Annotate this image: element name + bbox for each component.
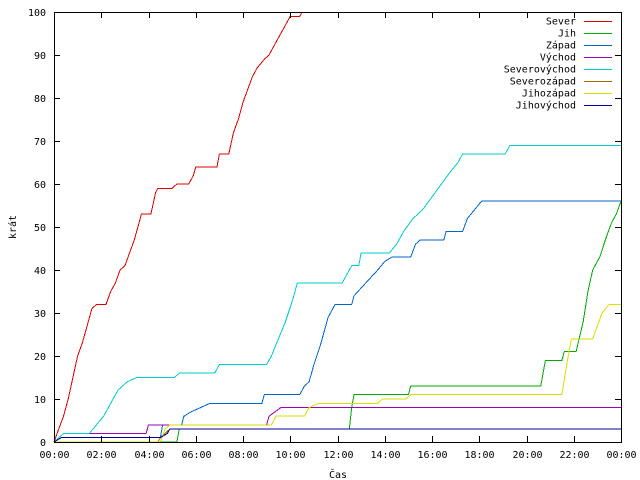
legend-label: Severovýchod	[504, 64, 576, 76]
x-axis-label: Čas	[329, 468, 347, 480]
legend: SeverJihZápadVýchodSeverovýchodSeverozáp…	[504, 17, 612, 112]
y-tick-label: 70	[34, 137, 46, 148]
series-line-8	[53, 428, 621, 443]
x-tick-label: 20:00	[512, 450, 542, 461]
legend-label: Sever	[546, 17, 576, 28]
series-line-4	[53, 407, 621, 443]
y-tick-label: 0	[40, 438, 46, 449]
x-tick-label: 02:00	[86, 450, 116, 461]
y-tick-label: 40	[34, 266, 46, 277]
series-line-6	[54, 428, 621, 443]
y-tick-label: 20	[34, 352, 46, 363]
x-tick-label: 00:00	[39, 450, 69, 461]
x-tick-label: 04:00	[134, 450, 164, 461]
series-line-5	[53, 144, 621, 443]
y-axis-label: krát	[7, 215, 19, 239]
y-tick-label: 90	[34, 51, 46, 62]
x-tick-label: 06:00	[181, 450, 211, 461]
y-tick-label: 30	[34, 309, 46, 320]
series-line-3	[53, 200, 621, 443]
legend-label: Východ	[540, 52, 576, 64]
series-line-2	[54, 201, 622, 443]
legend-label: Severozápad	[510, 76, 576, 88]
y-tick-label: 50	[34, 223, 46, 234]
legend-label: Západ	[546, 40, 576, 52]
legend-label: Jihovýchod	[516, 100, 576, 112]
x-tick-label: 18:00	[464, 450, 494, 461]
ticks-layer: 0 10 20 30 40 50 60 70 80 90 100 00:00 02:00 04:00 06:…	[28, 8, 637, 461]
legend-label: Jih	[558, 29, 576, 40]
series-line-1	[53, 11, 303, 443]
x-tick-label: 08:00	[228, 450, 258, 461]
x-tick-label: 00:00	[606, 450, 636, 461]
x-tick-label: 12:00	[323, 450, 353, 461]
y-tick-label: 80	[34, 94, 46, 105]
y-tick-label: 60	[34, 180, 46, 191]
series-line-7	[54, 303, 621, 443]
x-tick-label: 10:00	[275, 450, 305, 461]
legend-label: Jihozápad	[522, 88, 576, 100]
x-tick-label: 16:00	[417, 450, 447, 461]
x-tick-label: 22:00	[559, 450, 589, 461]
y-tick-label: 100	[28, 8, 46, 19]
x-tick-label: 14:00	[370, 450, 400, 461]
y-tick-label: 10	[34, 395, 46, 406]
